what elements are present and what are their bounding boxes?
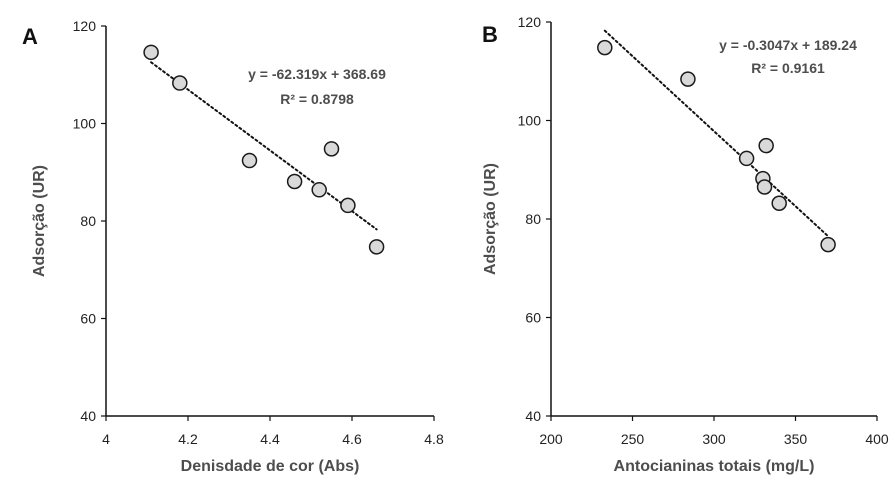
x-tick-label: 400 <box>865 431 889 447</box>
data-point <box>758 137 774 154</box>
x-axis-label: Antocianinas totais (mg/L) <box>614 458 815 475</box>
trendline-equation: y = -0.3047x + 189.24 <box>719 37 857 53</box>
panel-label: A <box>22 24 38 49</box>
y-tick-label: 40 <box>525 408 541 424</box>
x-tick-label: 4.2 <box>178 431 198 447</box>
y-tick-label: 120 <box>518 14 542 30</box>
y-axis-label: Adsorção (UR) <box>31 165 48 277</box>
panel-b: B 40 60 80 100 120 200 250 300 350 400 Antocianinas… <box>482 14 889 475</box>
data-point <box>241 152 258 169</box>
x-tick-label: 4.8 <box>424 431 444 447</box>
panel-label: B <box>482 22 498 47</box>
data-point <box>286 173 303 190</box>
x-tick-label: 350 <box>784 431 808 447</box>
x-tick-label: 4.4 <box>260 431 280 447</box>
x-tick-label: 4.6 <box>342 431 362 447</box>
panel-a: A 40 60 80 100 120 4 4.2 4.4 4.6 4.8 Denisdade de c… <box>22 18 444 475</box>
y-tick-label: 100 <box>518 113 542 129</box>
r-squared-label: R² = 0.8798 <box>280 91 354 107</box>
y-tick-label: 120 <box>73 18 97 34</box>
data-point <box>756 179 773 195</box>
x-tick-label: 250 <box>621 431 645 447</box>
x-tick-label: 4 <box>102 431 110 447</box>
x-tick-label: 200 <box>539 431 563 447</box>
data-point <box>597 39 613 56</box>
y-tick-label: 60 <box>80 311 96 327</box>
y-tick-label: 40 <box>80 408 96 424</box>
data-point <box>311 182 327 198</box>
data-point <box>820 236 836 253</box>
r-squared-label: R² = 0.9161 <box>751 60 825 76</box>
trendline <box>150 61 378 231</box>
trendline <box>603 29 830 238</box>
data-point <box>143 44 159 61</box>
x-tick-label: 300 <box>702 431 726 447</box>
x-axis-label: Denisdade de cor (Abs) <box>181 458 360 475</box>
data-point <box>340 197 356 214</box>
data-point <box>368 239 385 255</box>
data-point <box>771 195 787 211</box>
y-tick-label: 80 <box>525 211 541 227</box>
y-axis-label: Adsorção (UR) <box>482 163 499 275</box>
y-tick-label: 100 <box>73 116 97 132</box>
data-point <box>172 75 188 91</box>
data-point <box>680 71 696 87</box>
y-tick-label: 60 <box>525 310 541 326</box>
data-point <box>738 150 755 167</box>
data-point <box>323 141 340 157</box>
trendline-equation: y = -62.319x + 368.69 <box>248 66 386 82</box>
y-tick-label: 80 <box>80 213 96 229</box>
